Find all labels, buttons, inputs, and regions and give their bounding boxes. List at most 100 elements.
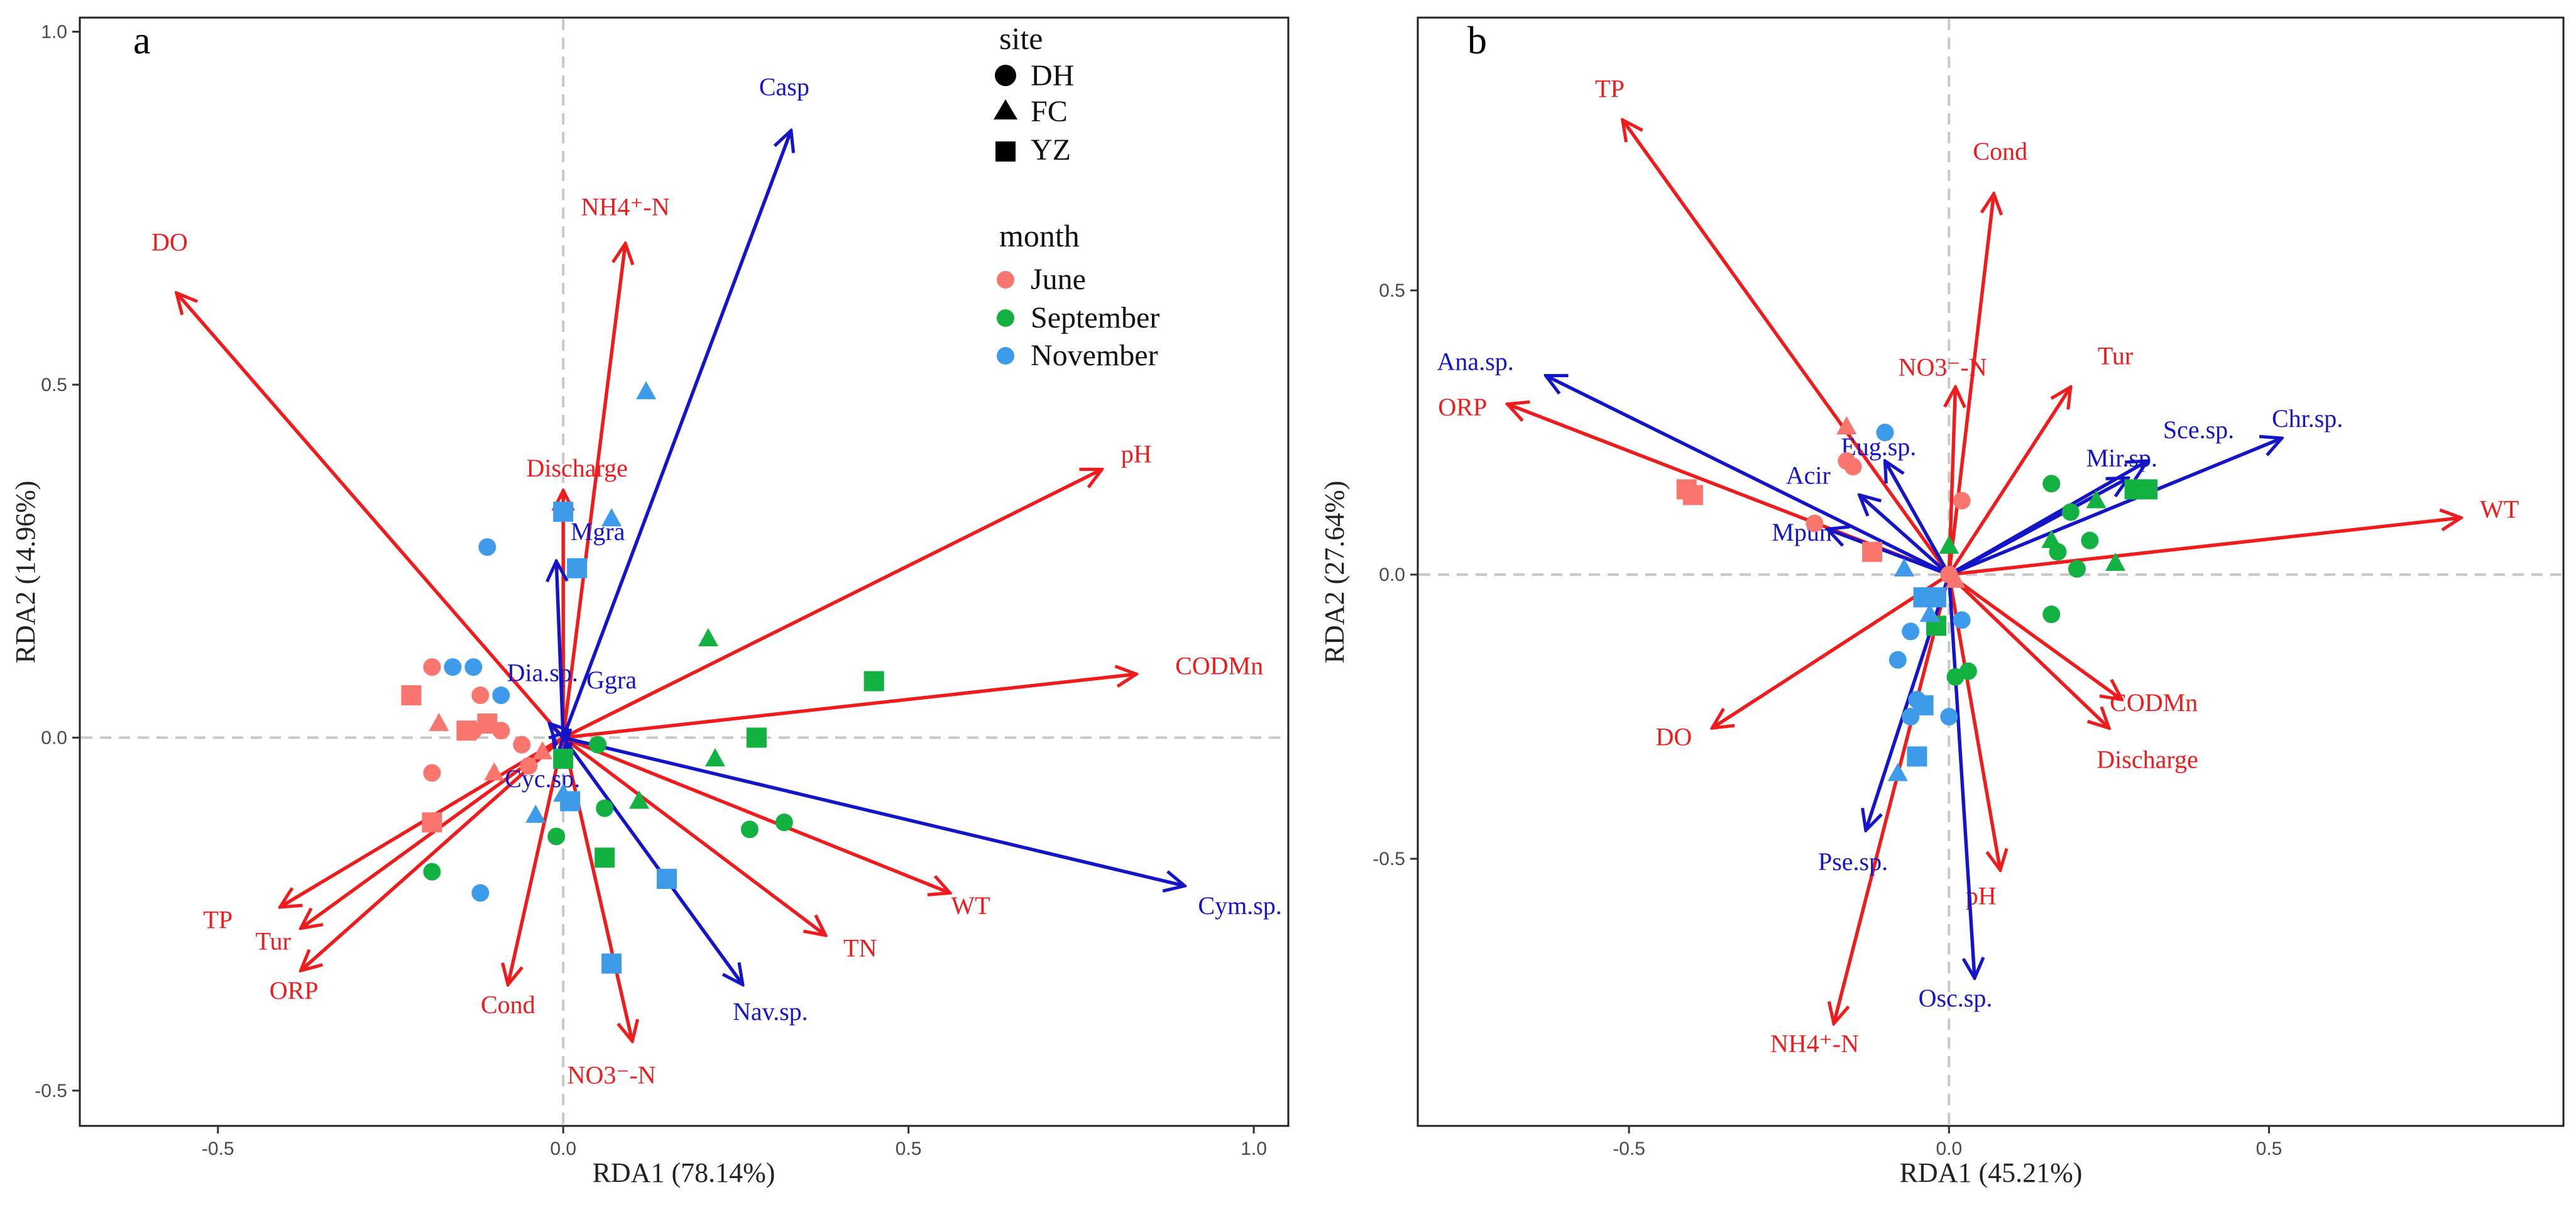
panel-a-letter: a <box>133 19 151 62</box>
panel-b-point-dh-november <box>1940 708 1958 726</box>
panel-b-point-dh-september <box>2042 605 2061 624</box>
panel-a-env-arrow-ph <box>562 470 1102 739</box>
panel-b-env-arrow-do <box>1712 573 1950 728</box>
panel-a-species-label-cyc-sp: Cyc.sp. <box>505 764 580 793</box>
panel-a-point-yz-june <box>477 713 498 734</box>
panel-b-point-dh-september <box>2068 559 2086 578</box>
panel-a-env-label-orp: ORP <box>270 976 319 1005</box>
panel-b-species-label-osc-sp: Osc.sp. <box>1919 984 1993 1012</box>
legend-triangle-icon <box>994 99 1017 119</box>
legend-november-dot-icon <box>997 347 1014 365</box>
panel-b-point-dh-september <box>2061 503 2080 521</box>
panel-b-y-tick-label: 0.0 <box>1379 565 1405 585</box>
panel-a-species-arrow-cym-sp <box>562 736 1185 886</box>
panel-a-species-arrow-casp <box>561 131 791 739</box>
panel-a-x-axis-label: RDA1 (78.14%) <box>593 1157 776 1188</box>
panel-a-point-yz-november <box>553 502 574 522</box>
panel-b-x-tick-label: -0.5 <box>1613 1138 1645 1159</box>
panel-b-x-tick-label: 0.0 <box>1936 1138 1962 1159</box>
panel-a-env-label-cond: Cond <box>481 990 535 1018</box>
panel-a-y-tick-label: 0.0 <box>41 727 67 748</box>
panel-a-point-dh-september <box>589 736 607 754</box>
legend-site-dh: DH <box>1031 59 1074 92</box>
panel-b-species-arrow-acir <box>1860 495 1951 576</box>
legend-circle-icon <box>995 65 1016 86</box>
panel-a-point-yz-september <box>595 847 615 868</box>
panel-a-y-axis-label: RDA2 (14.96%) <box>10 481 41 664</box>
legend-site-yz: YZ <box>1031 133 1071 167</box>
panel-b-point-fc-september <box>2041 529 2062 548</box>
panel-a-vectors: DO NH4⁺-N Discharge pH CODMn WT TN NO3⁻-N Cond OR… <box>151 73 1282 1089</box>
panel-b-species-label-sce-sp: Sce.sp. <box>2163 416 2234 444</box>
legend-september-dot-icon <box>997 309 1014 327</box>
panel-b-point-yz-june <box>1862 541 1883 562</box>
panel-b-env-label-codmn: CODMn <box>2110 688 2198 717</box>
legend: site DH FC YZ month June September Novem… <box>994 21 1159 372</box>
legend-month-title: month <box>999 218 1080 253</box>
panel-a-point-yz-june <box>456 720 477 741</box>
panel-b-point-fc-november <box>1887 763 1908 781</box>
panel-a-x-tick-label: 0.5 <box>896 1138 922 1159</box>
panel-a-env-label-tur: Tur <box>256 927 291 955</box>
panel-b-species-arrow-pse-sp <box>1866 574 1951 830</box>
panel-a-point-dh-november <box>471 884 490 902</box>
panel-b-species-label-ana-sp: Ana.sp. <box>1437 348 1514 376</box>
panel-a-points <box>401 381 884 974</box>
panel-a-point-dh-november <box>492 686 510 705</box>
panel-b-point-fc-november <box>1919 604 1940 622</box>
panel-b-point-dh-june <box>1806 514 1824 532</box>
panel-a-x-tick-label: 1.0 <box>1241 1138 1267 1159</box>
panel-b-species-label-acir: Acir <box>1786 461 1831 489</box>
panel-a-point-fc-june <box>429 712 449 731</box>
legend-month-june: June <box>1031 263 1086 296</box>
panel-a-point-dh-june <box>423 658 441 676</box>
panel-b-point-fc-june <box>1836 416 1857 434</box>
panel-a-point-dh-june <box>471 686 490 705</box>
panel-a-ticks: -0.5 0.0 0.5 1.0 -0.5 0.0 0.5 1.0 <box>35 21 1267 1159</box>
panel-b-point-yz-november <box>1907 746 1927 767</box>
panel-b-env-label-cond: Cond <box>1973 137 2027 165</box>
panel-a-point-yz-june <box>422 812 442 833</box>
panel-a-env-label-no3-n: NO3⁻-N <box>567 1061 656 1089</box>
panel-b-point-fc-june <box>1945 570 1966 588</box>
legend-month-september: September <box>1031 301 1159 334</box>
panel-a: -0.5 0.0 0.5 1.0 -0.5 0.0 0.5 1.0 DO NH4⁺-N Disch… <box>10 16 1290 1188</box>
panel-b-env-arrow-codmn <box>1948 573 2122 700</box>
panel-a-env-arrow-tp <box>280 736 564 907</box>
panel-b-point-fc-september <box>2105 552 2126 571</box>
panel-b-point-yz-june <box>1682 485 1703 505</box>
panel-a-point-dh-september <box>423 863 441 881</box>
panel-a-env-label-tp: TP <box>203 906 233 934</box>
panel-a-point-dh-june <box>520 757 538 775</box>
panel-a-x-tick-label: 0.0 <box>550 1138 576 1159</box>
panel-a-frame <box>79 16 1290 1127</box>
panel-a-env-arrow-orp <box>301 736 565 971</box>
panel-a-species-arrow-nav-sp <box>561 736 743 984</box>
panel-a-env-label-nh4-n: NH4⁺-N <box>581 192 670 221</box>
panel-b-species-label-mir-sp: Mir.sp. <box>2086 444 2157 472</box>
panel-b-frame <box>1417 16 2565 1127</box>
panel-b-point-dh-june <box>1838 452 1856 470</box>
panel-a-env-label-ph: pH <box>1121 439 1152 468</box>
panel-a-point-fc-september <box>629 790 650 809</box>
panel-a-species-label-ggra: Ggra <box>586 666 637 694</box>
panel-b-point-fc-september <box>2086 490 2107 509</box>
panel-a-y-tick-label: 1.0 <box>41 21 67 42</box>
panel-a-env-arrow-wt <box>562 736 950 893</box>
panel-a-point-dh-september <box>547 827 566 846</box>
panel-a-env-label-codmn: CODMn <box>1175 651 1263 680</box>
panel-b: -0.5 0.0 0.5 -0.5 0.0 0.5 TP Cond NO3⁻-N Tur ORP W… <box>1319 16 2565 1188</box>
panel-b-point-fc-november <box>1894 558 1915 576</box>
panel-b-env-label-no3-n: NO3⁻-N <box>1899 353 1987 382</box>
panel-b-point-dh-june <box>1953 492 1971 510</box>
panel-a-species-arrow-mgra <box>556 561 563 738</box>
panel-a-x-tick-label: -0.5 <box>202 1138 234 1159</box>
panel-a-env-label-discharge: Discharge <box>526 454 627 482</box>
panel-a-point-yz-september <box>863 671 884 692</box>
panel-b-env-label-nh4-n: NH4⁺-N <box>1770 1029 1859 1057</box>
panel-a-point-yz-november <box>567 558 588 578</box>
panel-a-species-label-nav-sp: Nav.sp. <box>733 998 808 1026</box>
legend-site-fc: FC <box>1031 95 1068 128</box>
panel-a-point-yz-june <box>401 685 422 706</box>
